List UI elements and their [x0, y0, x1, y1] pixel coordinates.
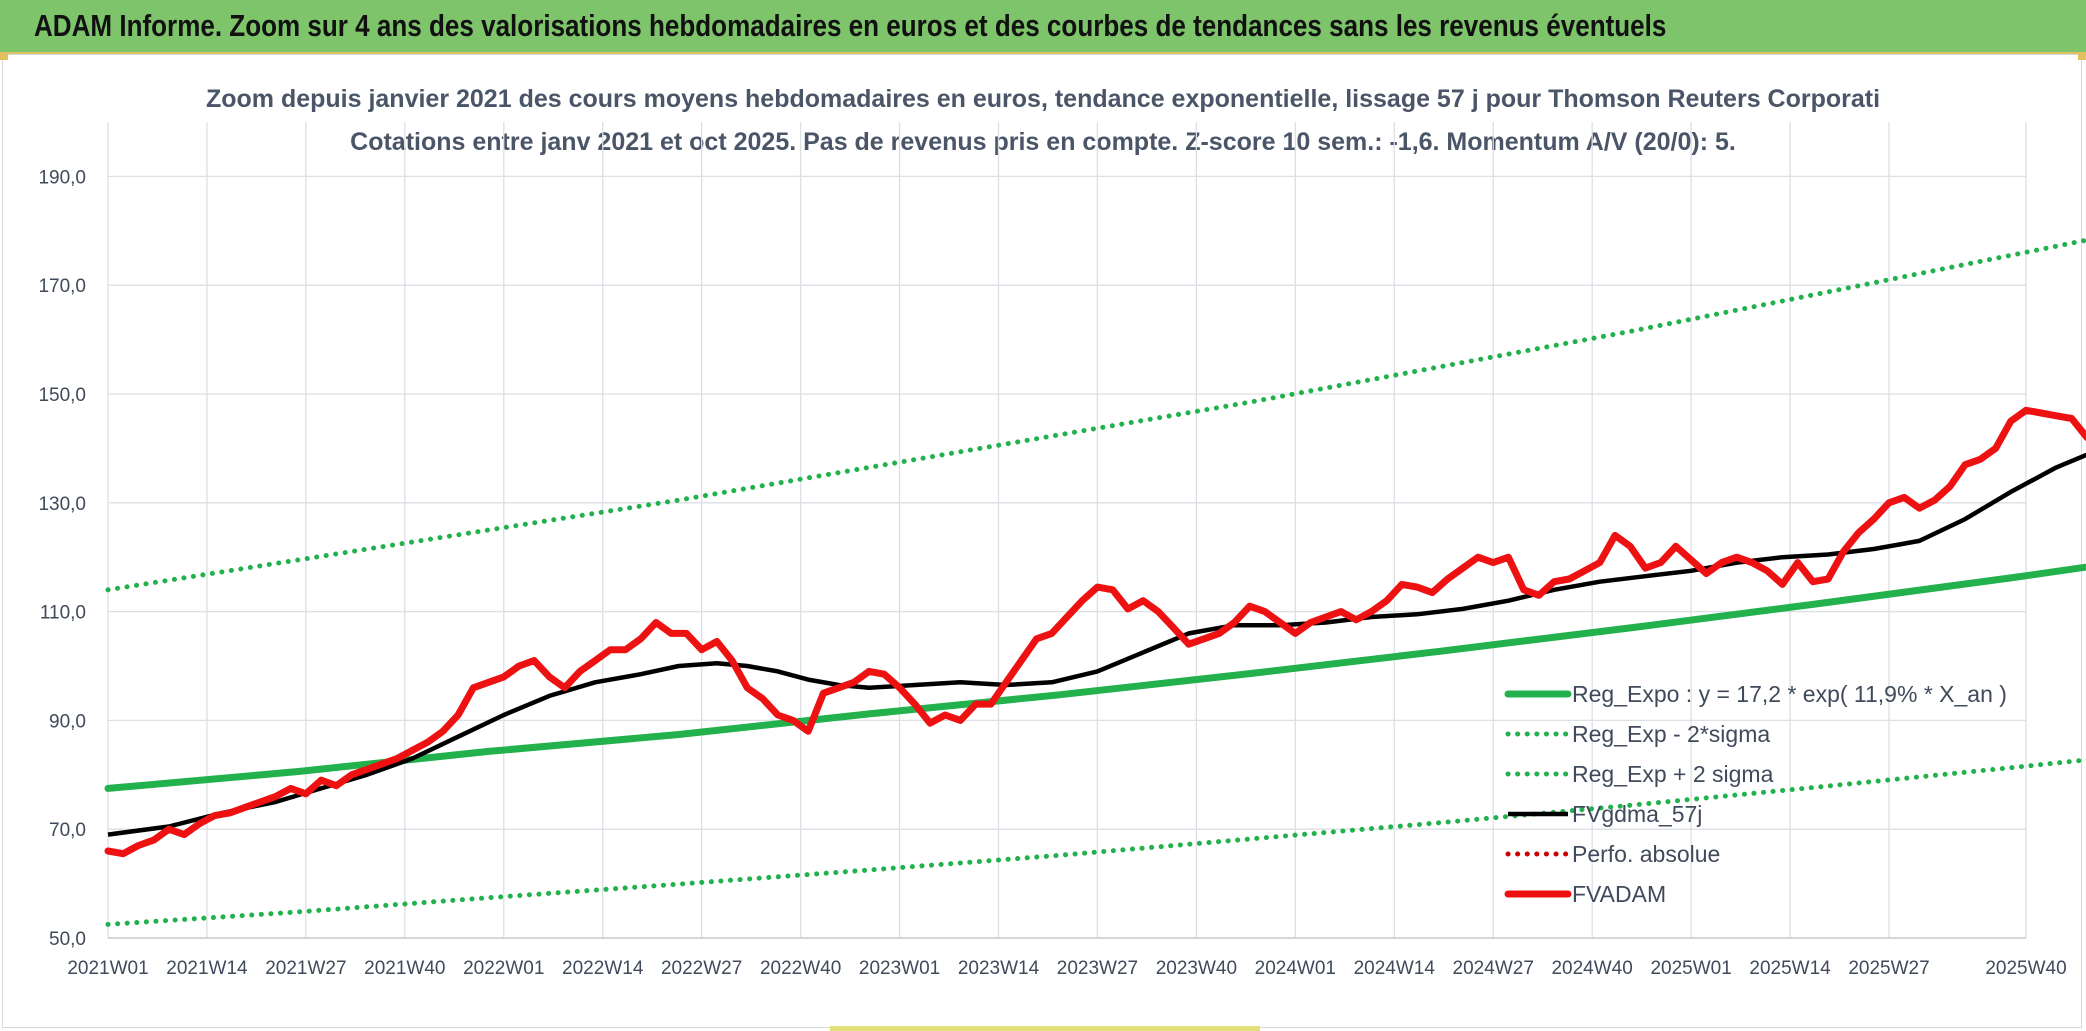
- series-line-2: [105, 237, 2086, 593]
- legend-label: Reg_Exp - 2*sigma: [1572, 721, 1770, 747]
- x-tick-label: 2021W27: [265, 958, 346, 979]
- x-tick-label: 2025W27: [1848, 958, 1929, 979]
- series-line-0: [104, 563, 2086, 792]
- legend-label: FVADAM: [1572, 881, 1666, 907]
- legend: Reg_Expo : y = 17,2 * exp( 11,9% * X_an …: [1504, 681, 2007, 907]
- frame-bottom-mark: [830, 1026, 1260, 1031]
- frame-corner-left: [0, 54, 8, 60]
- x-tick-label: 2025W14: [1749, 958, 1831, 979]
- grid: [107, 122, 2027, 939]
- x-axis: 2021W01 2021W14 2021W27 2021W40 2022W01 2022W…: [67, 958, 2066, 979]
- x-tick-label: 2021W40: [364, 958, 445, 979]
- x-tick-label: 2022W40: [760, 958, 841, 979]
- x-tick-label: 2023W01: [859, 958, 940, 979]
- y-tick-label: 90,0: [49, 711, 86, 732]
- legend-label: Perfo. absolue: [1572, 841, 1720, 867]
- x-tick-label: 2023W14: [958, 958, 1040, 979]
- x-tick-label: 2023W40: [1156, 958, 1237, 979]
- x-tick-label: 2023W27: [1057, 958, 1138, 979]
- y-tick-label: 150,0: [38, 385, 86, 406]
- x-tick-label: 2025W01: [1650, 958, 1731, 979]
- frame-corner-right: [2078, 54, 2086, 60]
- x-tick-label: 2024W01: [1255, 958, 1336, 979]
- y-tick-label: 190,0: [38, 167, 86, 188]
- x-tick-label: 2022W14: [562, 958, 644, 979]
- y-axis: 50,0 70,0 90,0 110,0 130,0 150,0 170,0 190,0: [38, 167, 86, 950]
- series-line-1: [105, 757, 2086, 927]
- x-tick-label: 2024W40: [1551, 958, 1632, 979]
- x-tick-label: 2021W14: [166, 958, 248, 979]
- x-tick-label: 2022W27: [661, 958, 742, 979]
- legend-label: Reg_Expo : y = 17,2 * exp( 11,9% * X_an …: [1572, 681, 2007, 707]
- y-tick-label: 70,0: [49, 820, 86, 841]
- x-tick-label: 2025W40: [1985, 958, 2066, 979]
- y-tick-label: 130,0: [38, 494, 86, 515]
- series-line-3: [107, 452, 2086, 837]
- y-tick-label: 170,0: [38, 276, 86, 297]
- legend-label: Reg_Exp + 2 sigma: [1572, 761, 1774, 787]
- series-layer: [104, 237, 2086, 927]
- chart-title: Zoom depuis janvier 2021 des cours moyen…: [206, 85, 1880, 113]
- x-tick-label: 2022W01: [463, 958, 544, 979]
- banner: ADAM Informe. Zoom sur 4 ans des valoris…: [0, 0, 2086, 54]
- banner-title: ADAM Informe. Zoom sur 4 ans des valoris…: [34, 8, 1667, 43]
- legend-label: FVgdma_57j: [1572, 801, 1702, 827]
- x-tick-label: 2021W01: [67, 958, 148, 979]
- x-tick-label: 2024W14: [1354, 958, 1436, 979]
- chart-subtitle: Cotations entre janv 2021 et oct 2025. P…: [350, 128, 1736, 156]
- x-tick-label: 2024W27: [1453, 958, 1534, 979]
- y-tick-label: 50,0: [49, 929, 86, 950]
- y-tick-label: 110,0: [40, 603, 86, 624]
- series-line-5: [104, 406, 2086, 858]
